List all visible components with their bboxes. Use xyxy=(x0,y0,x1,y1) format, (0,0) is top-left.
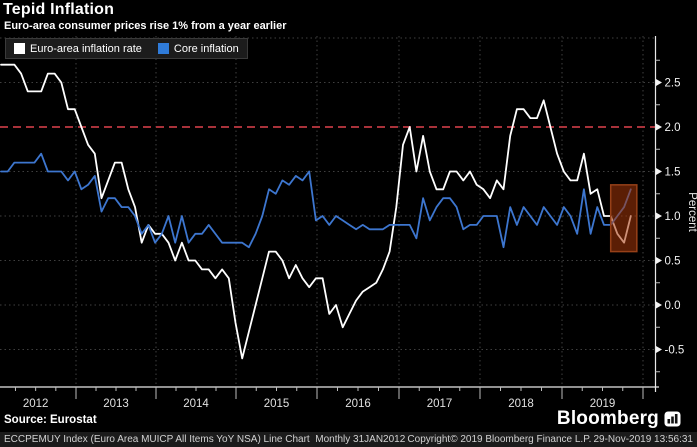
legend-label-core: Core inflation xyxy=(173,42,239,55)
x-axis-year-label: 2015 xyxy=(264,398,290,410)
core-series-swatch xyxy=(157,43,169,54)
x-axis-year-label: 2019 xyxy=(590,398,616,410)
timestamp: 29-Nov-2019 13:56:31 xyxy=(593,434,693,445)
legend-label-headline: Euro-area inflation rate xyxy=(30,42,142,55)
y-axis-title: Percent xyxy=(686,192,697,232)
source-note: Source: Eurostat xyxy=(4,414,97,426)
y-axis-tick-arrow xyxy=(656,79,662,86)
y-axis-tick-arrow xyxy=(656,168,662,175)
bloomberg-terminal-icon xyxy=(664,411,681,427)
x-axis-year-label: 2016 xyxy=(345,398,371,410)
chart-subtitle: Euro-area consumer prices rise 1% from a… xyxy=(4,20,287,32)
page-title: Tepid Inflation xyxy=(3,1,115,18)
ticker-info: ECCPEMUY Index (Euro Area MUICP All Item… xyxy=(4,434,406,445)
footer-bar: ECCPEMUY Index (Euro Area MUICP All Item… xyxy=(0,432,697,447)
y-axis-tick-label: 0.0 xyxy=(665,300,681,312)
x-axis-year-label: 2017 xyxy=(427,398,453,410)
y-axis-tick-label: 2.5 xyxy=(665,78,681,90)
headline-series-swatch xyxy=(14,43,25,54)
headline-inflation-line xyxy=(0,63,632,360)
y-axis-tick-label: -0.5 xyxy=(665,345,685,357)
chart-legend: Euro-area inflation rate Core inflation xyxy=(5,38,248,59)
core-inflation-line xyxy=(0,152,632,249)
y-axis-tick-label: 1.5 xyxy=(665,167,681,179)
x-axis-year-label: 2014 xyxy=(183,398,209,410)
x-axis-year-label: 2013 xyxy=(103,398,129,410)
y-axis-tick-arrow xyxy=(656,257,662,264)
copyright-text: Copyright© 2019 Bloomberg Finance L.P. xyxy=(407,434,592,445)
y-axis-tick-label: 0.5 xyxy=(665,256,681,268)
y-axis-tick-arrow xyxy=(656,212,662,220)
y-axis-tick-arrow xyxy=(656,123,662,131)
y-axis-tick-label: 1.0 xyxy=(665,211,681,223)
y-axis-tick-label: 2.0 xyxy=(665,122,681,134)
x-axis-year-label: 2018 xyxy=(508,398,534,410)
legend-item-headline-inflation: Euro-area inflation rate xyxy=(14,43,142,55)
recent-months-highlight-box xyxy=(609,184,638,253)
bloomberg-logo: Bloomberg xyxy=(557,408,681,430)
y-axis-tick-arrow xyxy=(656,346,662,353)
bloomberg-wordmark: Bloomberg xyxy=(556,408,659,429)
legend-item-core-inflation: Core inflation xyxy=(157,42,239,55)
x-axis-year-label: 2012 xyxy=(23,398,49,410)
y-axis-tick-arrow xyxy=(656,301,662,309)
